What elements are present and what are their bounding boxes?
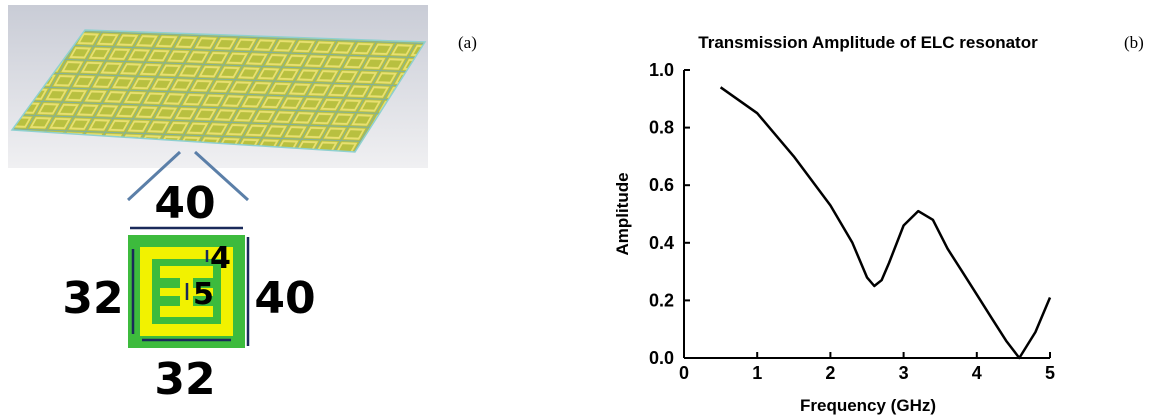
x-tick-label: 2 (825, 363, 835, 383)
dimension-label: 32 (62, 273, 123, 324)
panel-label: (b) (1124, 33, 1144, 52)
y-tick-label: 0.8 (649, 118, 674, 138)
y-tick-label: 0.6 (649, 175, 674, 195)
dimension-label: 40 (154, 178, 215, 229)
y-tick-label: 0.2 (649, 290, 674, 310)
dimension-label: 32 (154, 354, 215, 405)
dimension-label: 40 (254, 273, 315, 324)
x-axis-label: Frequency (GHz) (800, 396, 936, 415)
x-tick-label: 0 (679, 363, 689, 383)
y-tick-label: 0.0 (649, 348, 674, 368)
y-tick-label: 1.0 (649, 60, 674, 80)
data-line (721, 87, 1050, 358)
figure: 40 40 32 32 4 5 (a) (b) Transmission Amp… (0, 0, 1165, 416)
x-tick-label: 5 (1045, 363, 1055, 383)
x-tick-label: 3 (899, 363, 909, 383)
panel-label: (a) (458, 33, 477, 52)
y-tick-label: 0.4 (649, 233, 674, 253)
dimension-label: 4 (210, 241, 231, 276)
x-tick-label: 4 (972, 363, 982, 383)
plot: 0.0 0.2 0.4 0.6 0.8 1.0 0 1 2 3 4 5 (649, 60, 1055, 383)
y-axis-label: Amplitude (613, 172, 632, 255)
metasurface-array (12, 30, 425, 152)
chart-title: Transmission Amplitude of ELC resonator (698, 33, 1038, 52)
dimension-label: 5 (193, 277, 214, 312)
page: {"figure": {"panel_a": "(a)", "panel_b":… (0, 0, 1165, 416)
x-tick-label: 1 (752, 363, 762, 383)
